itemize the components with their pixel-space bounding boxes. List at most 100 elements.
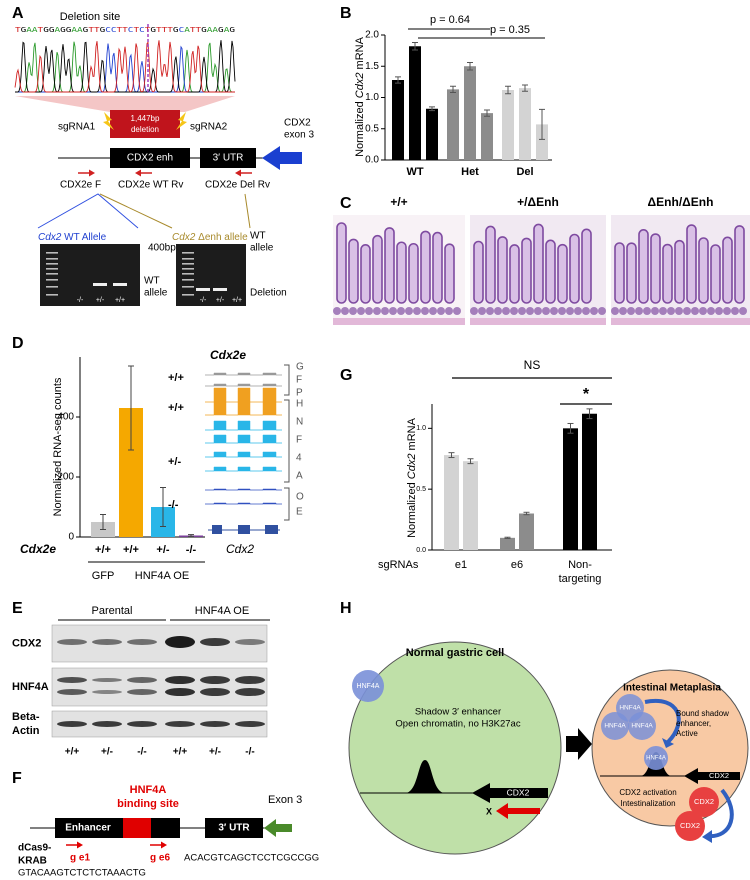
error-bar	[522, 84, 528, 92]
bar	[447, 89, 459, 160]
crypt	[715, 307, 723, 315]
gel-band	[93, 283, 107, 286]
blot	[51, 710, 268, 738]
group-label: Parental	[92, 605, 133, 617]
error-bar	[429, 106, 435, 112]
blot-band	[235, 688, 265, 696]
base: C	[179, 26, 185, 34]
crypt	[349, 307, 357, 315]
base: C	[128, 26, 134, 34]
crypt	[550, 307, 558, 315]
track	[205, 387, 282, 403]
y-tick-label: 0.5	[416, 486, 426, 493]
track-label: +/+	[168, 372, 184, 384]
lane-label: -/-	[77, 297, 84, 304]
villus	[698, 237, 709, 304]
base: A	[224, 26, 231, 34]
crypt	[659, 307, 667, 315]
label-part: Cdx2	[172, 232, 196, 243]
curved-arrow	[707, 788, 734, 839]
label-part: Δenh allele	[198, 232, 248, 243]
bar	[409, 46, 421, 160]
arrow-head	[702, 830, 712, 843]
label: g e1	[70, 853, 90, 864]
tf	[628, 712, 656, 740]
base: T	[196, 26, 203, 34]
crypt	[582, 307, 590, 315]
image-title: +/ΔEnh	[517, 195, 559, 209]
y-tick-label: 0	[68, 532, 74, 543]
lane-label: -/-	[200, 297, 207, 304]
label: Intestinalization	[620, 799, 675, 808]
label: CDX2	[694, 797, 714, 806]
base: T	[122, 26, 129, 34]
crypt	[381, 307, 389, 315]
bar	[502, 90, 514, 160]
base: T	[162, 26, 169, 34]
base: C	[105, 26, 111, 34]
panel-label: D	[12, 335, 24, 352]
crypt	[683, 307, 691, 315]
ladder-band	[46, 279, 58, 281]
label: ACACGTCAGCTCCTCGCCGG	[184, 853, 319, 864]
base: A	[207, 26, 214, 34]
label: Normal gastric cell	[406, 647, 504, 659]
villus	[420, 230, 431, 304]
label-part: WT Allele	[64, 232, 106, 243]
error-bar	[484, 109, 490, 117]
panel-label: E	[12, 600, 23, 617]
error-bar	[539, 108, 545, 140]
blot-label: HNF4A	[12, 681, 49, 693]
ladder-band	[182, 294, 194, 296]
comparison-label: NS	[524, 358, 541, 372]
ladder-band	[46, 263, 58, 265]
base: G	[173, 26, 179, 34]
lane-label: +/-	[209, 747, 221, 758]
villus	[710, 244, 721, 304]
label: Open chromatin, no H3K27ac	[395, 719, 520, 730]
track-group-label: G	[296, 362, 304, 373]
error-bar	[448, 452, 455, 459]
crypt	[389, 307, 397, 315]
track	[205, 383, 282, 387]
panel-label: G	[340, 367, 352, 384]
tf	[644, 746, 668, 770]
base: G	[100, 26, 106, 34]
y-tick-label: 1.0	[365, 92, 379, 103]
blot-band	[127, 689, 157, 695]
blot-band	[200, 688, 230, 696]
label: GTACAAGTCTCTCTAAACTG	[18, 868, 146, 879]
gene-arrow	[472, 783, 548, 803]
label: X	[486, 806, 492, 816]
gel	[40, 244, 140, 306]
arrow-head	[89, 169, 95, 177]
ladder-band	[182, 279, 194, 281]
villus	[638, 229, 649, 304]
y-tick-label: 0.0	[365, 155, 379, 166]
ladder-band	[46, 294, 58, 296]
y-tick-label: 2.0	[365, 30, 379, 41]
villus	[336, 222, 347, 304]
y-tick-label: 1.5	[365, 61, 379, 72]
base: T	[167, 26, 174, 34]
label: Intestinal Metaplasia	[623, 683, 721, 694]
villus	[686, 224, 697, 304]
villus	[360, 244, 371, 304]
base: G	[21, 26, 27, 34]
crypt	[635, 307, 643, 315]
ladder-band	[182, 268, 194, 270]
label-part: Normalized	[354, 101, 366, 157]
arrow-head	[135, 169, 141, 177]
allele-label: Cdx2 Δenh allele	[172, 232, 248, 243]
label-part: Cdx2	[38, 232, 62, 243]
base: T	[94, 26, 101, 34]
exon-arrow	[262, 146, 302, 170]
villus	[396, 241, 407, 304]
lane-label: +/-	[216, 297, 225, 304]
bar	[464, 66, 476, 160]
comparison-label: p = 0.35	[490, 24, 530, 36]
group-label: GFP	[92, 570, 115, 582]
utr-box	[205, 818, 263, 838]
base: G	[218, 26, 224, 34]
villus	[348, 238, 359, 304]
